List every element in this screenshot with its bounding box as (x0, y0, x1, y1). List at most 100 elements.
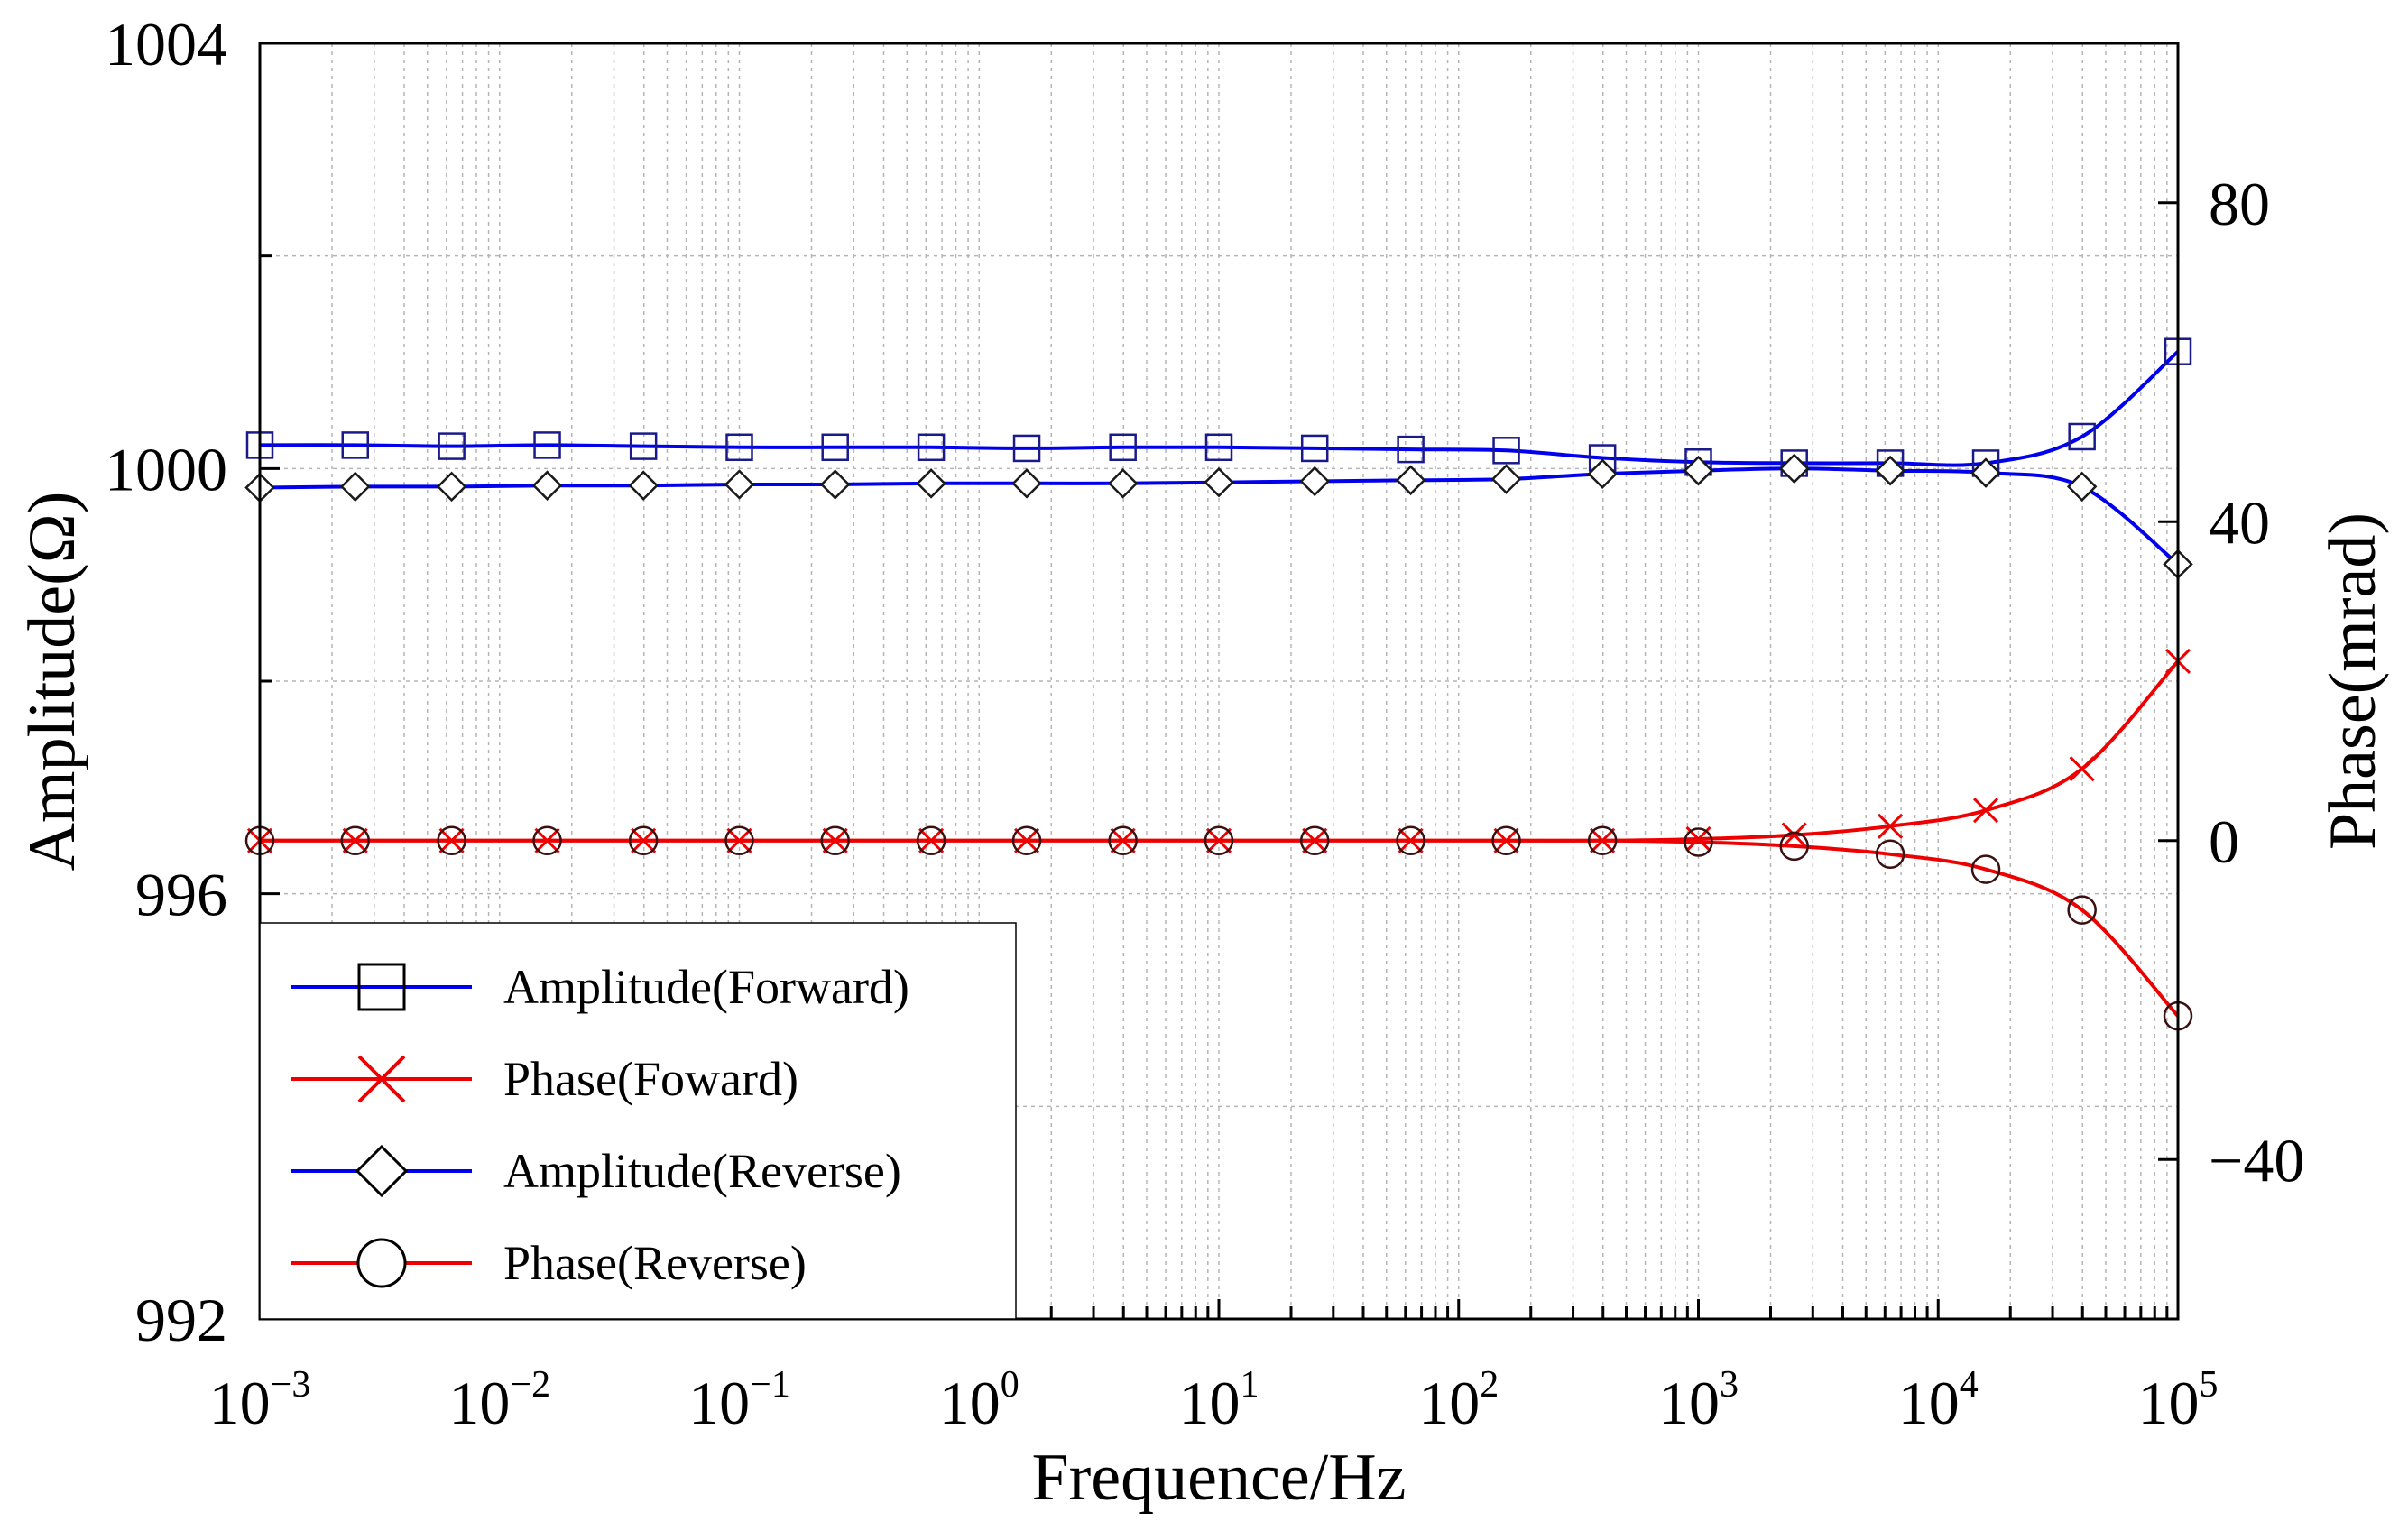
x-tick-exponent: −1 (750, 1364, 790, 1406)
marker-diamond (628, 470, 659, 501)
x-tick-label: 10−1 (688, 1364, 790, 1437)
y-tick-labels: 992 996 1000 1004 −40 0 40 80 (105, 10, 2304, 1354)
x-tick-label: 10−3 (209, 1364, 311, 1437)
marker-diamond (1107, 468, 1139, 499)
marker-diamond (724, 469, 755, 500)
marker-diamond (339, 471, 371, 503)
marker-diamond (916, 468, 946, 499)
marker-square (1204, 433, 1233, 462)
series-line-amplitude-forward (259, 350, 2180, 467)
marker-x (2069, 756, 2095, 782)
marker-circle (2067, 895, 2097, 925)
marker-circle (1684, 827, 1713, 857)
marker-square (725, 433, 753, 462)
marker-square (629, 432, 658, 460)
y-right-tick-label: 80 (2209, 170, 2270, 238)
x-tick-base: 10 (939, 1369, 1001, 1437)
marker-circle (532, 825, 562, 855)
plot-frame (258, 42, 2180, 1321)
x-tick-exponent: 2 (1480, 1364, 1499, 1406)
y-left-axis-title: Amplitude(Ω) (15, 492, 89, 872)
marker-diamond (1778, 453, 1810, 484)
legend-label-amplitude-forward: Amplitude(Forward) (503, 960, 909, 1014)
legend-label-amplitude-reverse: Amplitude(Reverse) (503, 1144, 901, 1198)
x-tick-label: 101 (1179, 1364, 1259, 1437)
x-tick-exponent: −3 (271, 1364, 311, 1406)
marker-circle (916, 825, 946, 855)
marker-square (1300, 434, 1329, 463)
marker-x (1878, 813, 1904, 839)
marker-circle (1970, 854, 2001, 884)
marker-circle (1011, 825, 1042, 855)
legend-marker-circle (356, 1238, 407, 1288)
marker-square (2068, 422, 2096, 451)
x-tick-base: 10 (1658, 1369, 1720, 1437)
marker-circle (1396, 825, 1425, 855)
series-layer (244, 337, 2193, 1031)
x-tick-exponent: 3 (1720, 1364, 1739, 1406)
marker-x (1972, 798, 1999, 824)
legend-marker-diamond (355, 1144, 409, 1198)
marker-diamond (1970, 457, 2001, 488)
legend-label-phase-reverse: Phase(Reverse) (503, 1236, 807, 1290)
marker-diamond (2066, 471, 2098, 503)
marker-diamond (1490, 464, 1522, 494)
marker-circle (1204, 825, 1234, 855)
x-axis-title: Frequence/Hz (1031, 1441, 1406, 1515)
y-left-tick-label: 1000 (105, 435, 227, 503)
x-tick-base: 10 (2138, 1369, 2200, 1437)
marker-circle (1875, 839, 1905, 870)
x-tick-base: 10 (1179, 1369, 1241, 1437)
x-tick-base: 10 (1898, 1369, 1960, 1437)
x-tick-label: 10−2 (448, 1364, 550, 1437)
x-tick-label: 105 (2138, 1364, 2219, 1437)
marker-square (533, 431, 561, 459)
marker-diamond (1587, 458, 1618, 489)
x-tick-base: 10 (688, 1369, 750, 1437)
x-tick-base: 10 (448, 1369, 510, 1437)
marker-diamond (1683, 455, 1714, 486)
legend-marker-square (357, 963, 406, 1011)
marker-x (1781, 822, 1807, 848)
marker-diamond (1204, 466, 1234, 498)
x-tick-label: 102 (1418, 1364, 1499, 1437)
x-tick-exponent: 0 (1001, 1364, 1019, 1406)
y-left-tick-label: 996 (135, 861, 227, 929)
marker-diamond (1875, 455, 1905, 486)
marker-diamond (436, 471, 467, 503)
y-right-tick-label: −40 (2209, 1126, 2304, 1194)
x-tick-label: 103 (1658, 1364, 1739, 1437)
marker-circle (437, 825, 466, 855)
y-right-tick-label: 40 (2209, 488, 2270, 557)
x-tick-base: 10 (209, 1369, 271, 1437)
marker-diamond (1011, 468, 1042, 499)
legend-marker-x (357, 1055, 406, 1103)
x-tick-labels: 10−3 10−2 10−1 100 101 102 103 104 105 (209, 1364, 2219, 1437)
y-left-tick-label: 1004 (105, 10, 227, 78)
marker-circle (628, 825, 659, 855)
grid (260, 43, 2178, 1319)
marker-circle (1299, 825, 1330, 855)
marker-square (438, 432, 466, 460)
legend-label-phase-forward: Phase(Foward) (503, 1052, 798, 1106)
marker-circle (340, 825, 371, 855)
marker-circle (724, 825, 754, 855)
x-tick-label: 100 (939, 1364, 1019, 1437)
y-right-tick-label: 0 (2209, 807, 2239, 876)
marker-diamond (819, 469, 851, 500)
marker-circle (1491, 825, 1521, 855)
x-tick-base: 10 (1418, 1369, 1480, 1437)
marker-square (1397, 435, 1425, 464)
x-tick-exponent: 5 (2200, 1364, 2219, 1406)
x-tick-exponent: −2 (510, 1364, 550, 1406)
marker-diamond (1395, 465, 1426, 496)
marker-circle (1779, 831, 1809, 862)
y-left-tick-label: 992 (135, 1286, 227, 1354)
marker-square (1492, 437, 1520, 465)
marker-square (821, 433, 849, 462)
marker-square (341, 431, 370, 459)
marker-circle (820, 825, 850, 855)
x-tick-exponent: 1 (1241, 1364, 1259, 1406)
legend: Amplitude(Forward) Phase(Foward) Amplitu… (259, 922, 1017, 1320)
